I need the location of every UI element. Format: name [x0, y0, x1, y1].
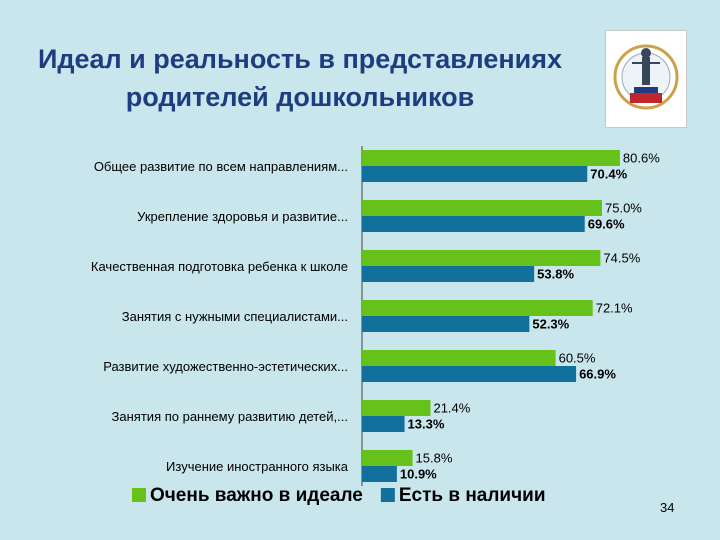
ideal-value-label: 80.6%: [623, 151, 660, 166]
actual-value-label: 13.3%: [408, 417, 445, 432]
legend: Очень важно в идеале Есть в наличии: [132, 485, 546, 506]
actual-value-label: 52.3%: [532, 317, 569, 332]
ideal-value-label: 74.5%: [603, 251, 640, 266]
ideal-bar: [362, 150, 620, 166]
ideal-value-label: 75.0%: [605, 201, 642, 216]
ideal-value-label: 60.5%: [559, 351, 596, 366]
actual-bar: [362, 266, 535, 282]
slide-title-line-2: родителей дошкольников: [125, 82, 475, 112]
category-label: Развитие художественно-эстетических...: [103, 359, 348, 374]
category-label: Занятия с нужными специалистами...: [122, 309, 348, 324]
category-label: Качественная подготовка ребенка к школе: [91, 259, 348, 274]
actual-bar: [362, 166, 588, 182]
ideal-value-label: 72.1%: [596, 301, 633, 316]
legend-swatch-ideal: [132, 488, 146, 502]
category-label: Укрепление здоровья и развитие...: [137, 209, 348, 224]
slide-title-line-1: Идеал и реальность в представлениях: [37, 44, 563, 74]
slide-number: 34: [660, 500, 675, 515]
category-label: Занятия по раннему развитию детей,...: [112, 409, 348, 424]
actual-value-label: 10.9%: [400, 467, 437, 482]
ideal-bar: [362, 400, 431, 416]
actual-value-label: 66.9%: [579, 367, 616, 382]
ideal-bar: [362, 350, 556, 366]
actual-value-label: 69.6%: [588, 217, 625, 232]
actual-bar: [362, 216, 585, 232]
ideal-bar: [362, 300, 593, 316]
ideal-value-label: 21.4%: [433, 401, 470, 416]
actual-bar: [362, 466, 397, 482]
legend-label-ideal: Очень важно в идеале: [150, 485, 363, 506]
actual-value-label: 53.8%: [537, 267, 574, 282]
category-label: Общее развитие по всем направлениям...: [94, 159, 348, 174]
ideal-bar: [362, 250, 601, 266]
actual-bar: [362, 416, 405, 432]
ideal-bar: [362, 450, 413, 466]
actual-bar: [362, 366, 577, 382]
university-emblem-logo: [605, 30, 687, 128]
ideal-value-label: 15.8%: [416, 451, 453, 466]
legend-label-actual: Есть в наличии: [399, 485, 546, 506]
actual-value-label: 70.4%: [590, 167, 627, 182]
category-label: Изучение иностранного языка: [166, 459, 349, 474]
slide-title: Идеал и реальность в представлениях роди…: [20, 40, 580, 116]
legend-swatch-actual: [380, 488, 395, 502]
ideal-bar: [362, 200, 602, 216]
actual-bar: [362, 316, 530, 332]
